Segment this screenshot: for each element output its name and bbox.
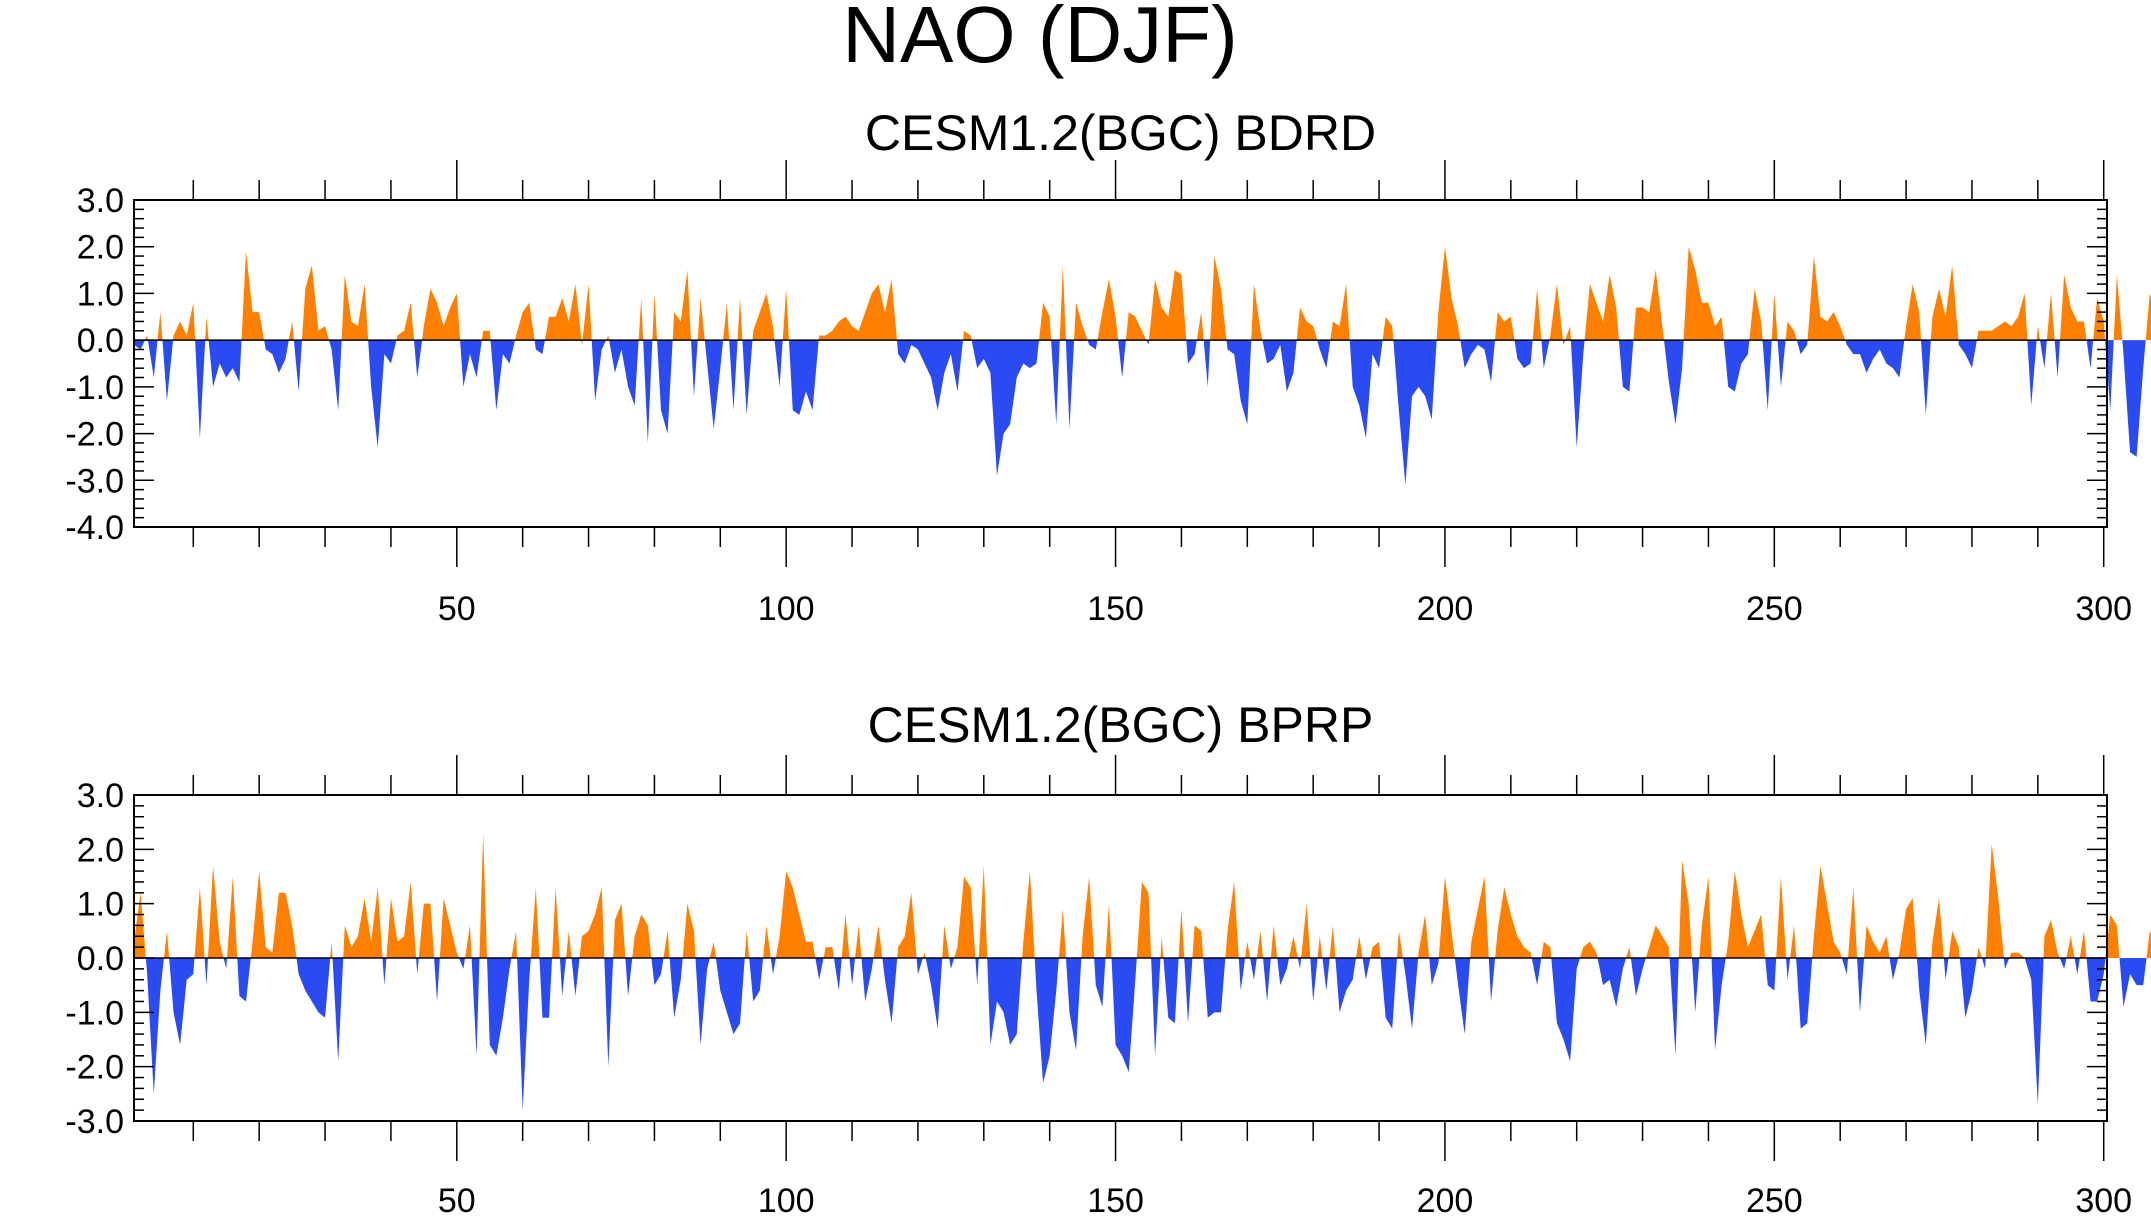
y-tick-label: 2.0 [77, 831, 124, 869]
positive-area [134, 833, 2151, 958]
main-title: NAO (DJF) [842, 0, 1238, 79]
panel-bdrd: CESM1.2(BGC) BDRD 3.0 2.0 1.0 0.0 -1.0 -2.0 -3.… [65, 105, 2151, 628]
y-tick-label: 3.0 [77, 777, 124, 815]
y-tick-label: 2.0 [77, 229, 124, 267]
x-tick-label: 150 [1087, 1182, 1144, 1220]
y-tick-label: -2.0 [65, 416, 124, 454]
x-tick-label: 200 [1417, 1182, 1474, 1220]
positive-area [144, 246, 2151, 341]
panel-bprp: CESM1.2(BGC) BPRP 3.0 2.0 1.0 0.0 -1.0 -2.0 -3.… [65, 697, 2151, 1220]
x-tick-label: 200 [1417, 590, 1474, 628]
x-tick-label: 150 [1087, 590, 1144, 628]
panel-title: CESM1.2(BGC) BPRP [868, 697, 1374, 753]
x-tick-label: 300 [2075, 1182, 2132, 1220]
y-tick-label: 1.0 [77, 275, 124, 313]
y-tick-label: 1.0 [77, 886, 124, 924]
y-tick-label: 0.0 [77, 940, 124, 978]
x-tick-label: 300 [2075, 590, 2132, 628]
y-tick-label: -2.0 [65, 1049, 124, 1087]
x-tick-label: 50 [438, 590, 476, 628]
panel-title: CESM1.2(BGC) BDRD [865, 105, 1376, 161]
y-tick-label: -1.0 [65, 994, 124, 1032]
x-tick-label: 250 [1746, 1182, 1803, 1220]
negative-area [134, 340, 2146, 485]
negative-area [145, 958, 2147, 1111]
y-tick-label: -3.0 [65, 1103, 124, 1141]
x-tick-label: 100 [758, 590, 815, 628]
y-tick-label: 0.0 [77, 322, 124, 360]
x-tick-label: 50 [438, 1182, 476, 1220]
x-tick-label: 250 [1746, 590, 1803, 628]
y-tick-label: 3.0 [77, 182, 124, 220]
plot-frame [133, 199, 2108, 528]
y-tick-label: -4.0 [65, 509, 124, 547]
y-tick-label: -3.0 [65, 462, 124, 500]
x-tick-label: 100 [758, 1182, 815, 1220]
y-tick-label: -1.0 [65, 369, 124, 407]
